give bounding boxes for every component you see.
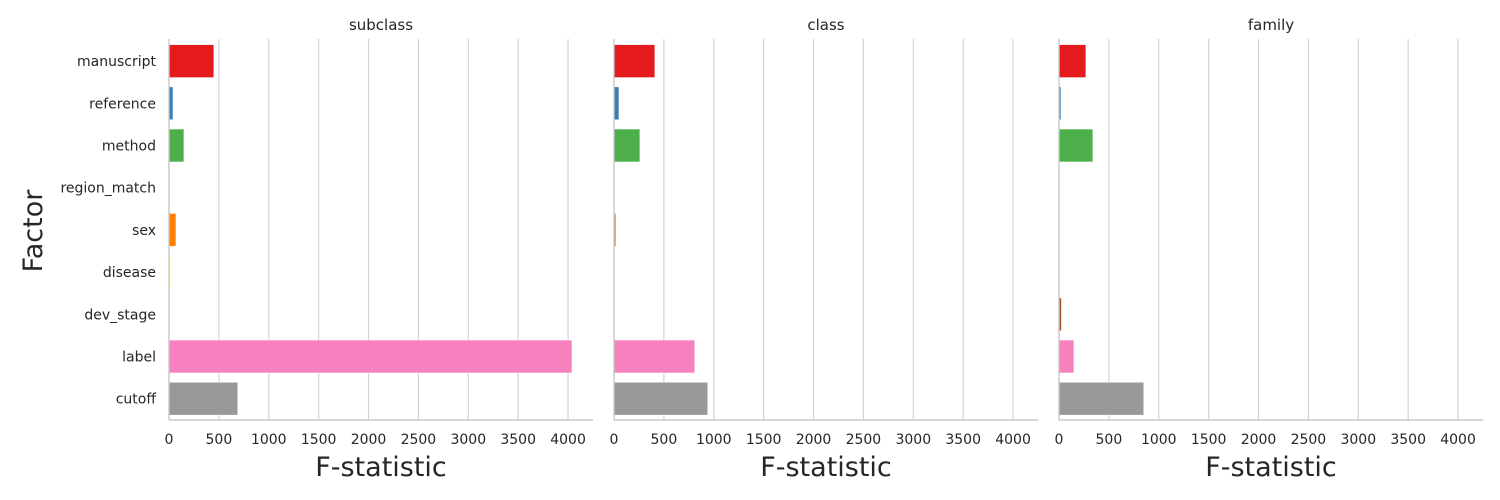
x-tick-label: 2500: [1291, 432, 1327, 448]
y-tick-label-disease: disease: [103, 265, 156, 281]
panel-title: class: [807, 16, 844, 34]
bar-label: [168, 339, 573, 374]
x-tick-label: 1000: [251, 432, 287, 448]
x-axis-title: F-statistic: [315, 452, 447, 483]
bar-method: [168, 128, 185, 163]
x-tick-label: 3000: [1340, 432, 1376, 448]
x-tick-label: 0: [1055, 432, 1064, 448]
x-tick-label: 4000: [995, 432, 1031, 448]
x-tick-label: 1000: [1141, 432, 1177, 448]
x-tick-label: 1500: [1191, 432, 1227, 448]
x-axis-title: F-statistic: [760, 452, 892, 483]
panel-class: 0 500 1000 1500 2000 2500 3000 3500 4000 class F-s…: [610, 16, 1038, 483]
x-tick-label: 2500: [401, 432, 437, 448]
bar-reference: [613, 86, 620, 121]
x-tick-label: 0: [165, 432, 174, 448]
chart-panels: 0 500 1000 1500 2000 2500 3000 3500 4000 subclass…: [60, 16, 1483, 483]
bar-manuscript: [613, 44, 656, 78]
y-tick-label-manuscript: manuscript: [77, 54, 156, 70]
x-tick-label: 1000: [696, 432, 732, 448]
x-tick-label: 3500: [500, 432, 536, 448]
bar-sex: [168, 213, 177, 247]
bar-manuscript: [168, 44, 215, 78]
x-tick-label: 3500: [945, 432, 981, 448]
x-tick-label: 500: [651, 432, 678, 448]
bar-cutoff: [168, 381, 239, 416]
y-tick-label-sex: sex: [132, 223, 156, 239]
x-tick-label: 2500: [846, 432, 882, 448]
bar-label: [1058, 339, 1075, 374]
panel-title: subclass: [349, 16, 413, 34]
panel-subclass: 0 500 1000 1500 2000 2500 3000 3500 4000 subclass…: [165, 16, 593, 483]
x-tick-label: 0: [610, 432, 619, 448]
bar-cutoff: [1058, 381, 1145, 416]
bar-label: [613, 339, 696, 374]
y-tick-label-method: method: [102, 139, 156, 155]
y-tick-label-dev_stage: dev_stage: [84, 307, 156, 323]
y-tick-label-region_match: region_match: [60, 181, 156, 197]
bar-manuscript: [1058, 44, 1087, 78]
bar-cutoff: [613, 381, 709, 416]
x-tick-label: 3000: [450, 432, 486, 448]
y-axis-title: Factor: [18, 189, 49, 273]
y-tick-label-cutoff: cutoff: [116, 392, 157, 408]
y-tick-labels: manuscript reference method region_matchsex…: [60, 54, 156, 408]
x-tick-label: 3000: [895, 432, 931, 448]
x-tick-label: 2000: [1241, 432, 1277, 448]
y-tick-label-label: label: [122, 350, 156, 366]
x-tick-label: 500: [206, 432, 233, 448]
panel-family: 0 500 1000 1500 2000 2500 3000 3500 4000 family F-…: [1055, 16, 1483, 483]
x-tick-label: 1500: [301, 432, 337, 448]
x-axis-title: F-statistic: [1205, 452, 1337, 483]
x-tick-label: 1500: [746, 432, 782, 448]
panel-title: family: [1248, 16, 1294, 34]
x-tick-label: 4000: [1440, 432, 1476, 448]
x-tick-label: 2000: [351, 432, 387, 448]
x-tick-label: 3500: [1390, 432, 1426, 448]
bar-method: [613, 128, 641, 163]
x-tick-label: 500: [1096, 432, 1123, 448]
x-tick-label: 2000: [796, 432, 832, 448]
y-tick-label-reference: reference: [89, 96, 156, 112]
bar-method: [1058, 128, 1094, 163]
x-tick-label: 4000: [550, 432, 586, 448]
